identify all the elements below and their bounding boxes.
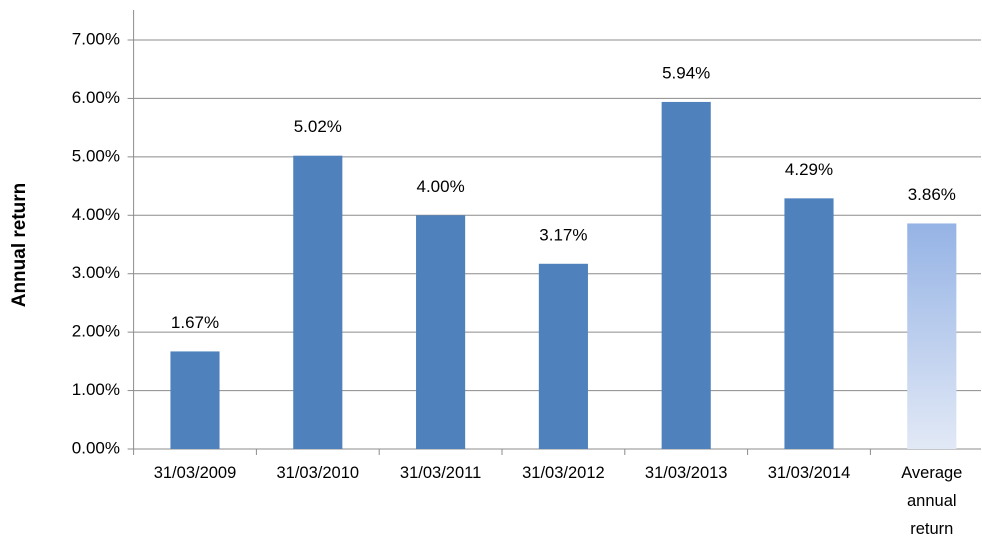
x-tick-label: 31/03/2014 <box>767 464 851 482</box>
x-tick-label-box: 31/03/2011 <box>341 459 541 487</box>
y-tick-label: 4.00% <box>72 205 120 224</box>
bar <box>538 263 588 449</box>
y-tick-label: 5.00% <box>72 146 120 165</box>
x-tick-label-box: 31/03/2014 <box>709 459 909 487</box>
x-tick-label-box: 31/03/2013 <box>586 459 786 487</box>
y-tick-label: 1.00% <box>72 380 120 399</box>
data-label: 3.86% <box>908 185 956 204</box>
data-label: 1.67% <box>171 313 219 332</box>
x-tick-label-box: 31/03/2009 <box>95 459 295 487</box>
data-label: 5.94% <box>662 63 710 82</box>
bar <box>170 351 220 449</box>
y-tick-label: 6.00% <box>72 88 120 107</box>
bar <box>784 198 834 449</box>
y-tick-label: 7.00% <box>72 29 120 48</box>
y-tick-label: 0.00% <box>72 438 120 457</box>
bar <box>661 101 711 449</box>
x-tick-label-box: 31/03/2012 <box>463 459 663 487</box>
x-tick-label-box: 31/03/2010 <box>218 459 418 487</box>
x-tick-label: Average annual return <box>901 464 963 538</box>
x-tick-label: 31/03/2011 <box>399 464 482 482</box>
y-tick-label: 2.00% <box>72 322 120 341</box>
data-label: 3.17% <box>539 225 587 244</box>
bar <box>293 155 343 449</box>
bar <box>907 223 957 449</box>
y-axis-title: Annual return <box>9 183 30 308</box>
y-tick-label: 3.00% <box>72 263 120 282</box>
x-tick-label: 31/03/2009 <box>153 464 237 482</box>
x-tick-label-box: Average annual return <box>832 459 982 543</box>
x-tick-label: 31/03/2013 <box>644 464 728 482</box>
x-tick-label: 31/03/2012 <box>522 464 605 482</box>
x-tick-label: 31/03/2010 <box>276 464 360 482</box>
bar <box>416 215 466 449</box>
data-label: 4.29% <box>785 160 833 179</box>
data-label: 4.00% <box>416 177 464 196</box>
data-label: 5.02% <box>294 117 342 136</box>
